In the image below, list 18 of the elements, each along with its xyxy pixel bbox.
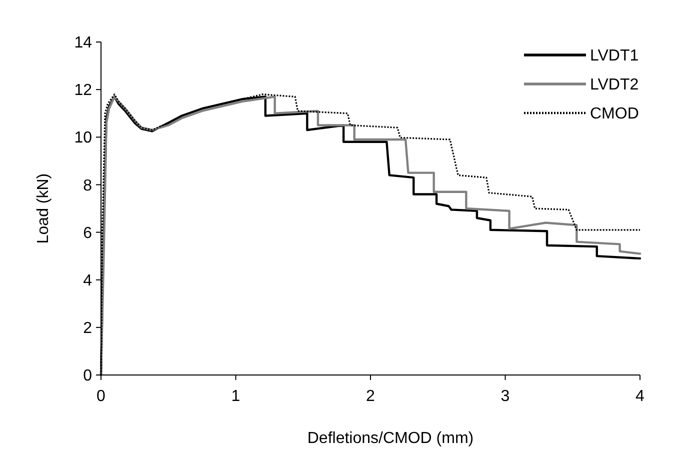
legend-label: LVDT2 xyxy=(590,76,639,94)
y-tick-label: 2 xyxy=(83,320,92,338)
legend-label: LVDT1 xyxy=(590,48,639,65)
x-tick-label: 3 xyxy=(500,388,510,405)
legend-label: CMOD xyxy=(590,106,639,123)
x-tick-label: 2 xyxy=(366,388,376,405)
y-tick-label: 10 xyxy=(74,130,92,147)
y-tick-label: 0 xyxy=(83,368,92,385)
y-axis-title: Load (kN) xyxy=(35,173,52,244)
x-tick-label: 4 xyxy=(636,388,645,405)
y-tick-label: 8 xyxy=(83,177,92,194)
y-tick-label: 12 xyxy=(74,82,92,100)
y-tick-label: 6 xyxy=(83,224,92,242)
x-tick-label: 0 xyxy=(96,388,106,405)
x-axis-title: Defletions/CMOD (mm) xyxy=(307,430,474,447)
x-tick-label: 1 xyxy=(231,388,240,405)
y-tick-label: 14 xyxy=(74,34,92,52)
y-tick-label: 4 xyxy=(83,272,92,290)
